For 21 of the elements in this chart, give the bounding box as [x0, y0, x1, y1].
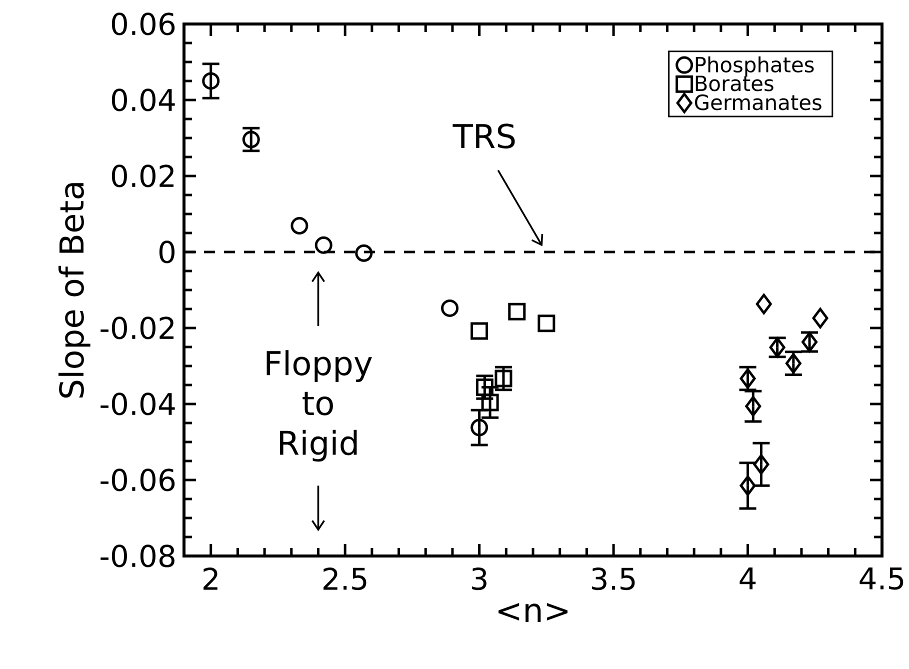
legend-label: Phosphates: [696, 56, 814, 77]
y-tick-label: 0.02: [112, 164, 174, 188]
x-axis-title: <n>: [498, 602, 568, 622]
y-axis-title: Slope of Beta: [58, 183, 90, 398]
annotation: Floppy to Rigid: [266, 350, 372, 462]
x-tick-label: 3: [472, 568, 486, 590]
legend-label: Germanates: [695, 94, 822, 110]
x-tick-label: 2.5: [324, 568, 366, 590]
x-tick-label: 3.5: [592, 568, 635, 590]
y-tick-label: -0.06: [100, 468, 175, 492]
x-tick-label: 4: [740, 567, 756, 590]
annotation: TRS: [452, 124, 515, 149]
y-tick-label: 0.06: [112, 12, 175, 36]
y-tick-label: -0.08: [100, 544, 174, 568]
y-tick-label: 0.04: [112, 88, 175, 112]
y-tick-label: -0.02: [100, 316, 174, 340]
y-tick-label: -0.04: [100, 392, 175, 416]
x-tick-label: 4.5: [860, 567, 904, 590]
x-tick-label: 2: [204, 568, 218, 590]
legend-label: Borates: [696, 76, 774, 92]
y-tick-label: 0: [159, 240, 175, 264]
